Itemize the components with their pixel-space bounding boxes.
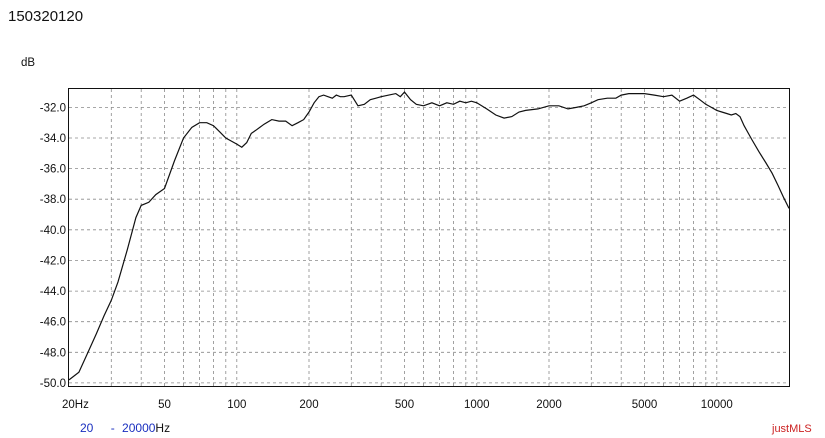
y-tick-label: -46.0 bbox=[40, 317, 66, 329]
range-separator: - bbox=[110, 421, 115, 435]
plot-frame bbox=[68, 88, 790, 387]
response-curve-line bbox=[68, 91, 790, 381]
y-tick-label: -44.0 bbox=[40, 286, 66, 298]
frequency-range: 20 - 20000Hz bbox=[80, 421, 170, 435]
grid-lines bbox=[69, 89, 789, 386]
x-tick-label: 2000 bbox=[536, 399, 562, 411]
x-tick-label: 5000 bbox=[632, 399, 658, 411]
y-tick-label: -38.0 bbox=[40, 194, 66, 206]
x-tick-label: 10000 bbox=[701, 399, 733, 411]
x-tick-label: 100 bbox=[227, 399, 246, 411]
range-start: 20 bbox=[80, 421, 94, 435]
y-tick-label: -36.0 bbox=[40, 164, 66, 176]
x-tick-label: 50 bbox=[158, 399, 171, 411]
x-tick-label: 20Hz bbox=[62, 399, 89, 411]
page-title: 150320120 bbox=[8, 8, 84, 25]
y-tick-label: -50.0 bbox=[40, 378, 66, 390]
x-tick-label: 500 bbox=[395, 399, 414, 411]
x-tick-label: 200 bbox=[299, 399, 318, 411]
y-tick-label: -34.0 bbox=[40, 133, 66, 145]
y-tick-label: -42.0 bbox=[40, 256, 66, 268]
brand-label: justMLS bbox=[772, 423, 812, 435]
x-tick-label: 1000 bbox=[464, 399, 490, 411]
range-end: 20000 bbox=[122, 421, 156, 435]
range-unit: Hz bbox=[155, 421, 171, 435]
y-tick-label: -32.0 bbox=[40, 102, 66, 114]
y-tick-labels: -32.0 -34.0 -36.0 -38.0 -40.0 -42.0 -44.0 -46.0… bbox=[40, 102, 66, 390]
y-tick-label: -48.0 bbox=[40, 347, 66, 359]
x-tick-labels: 20Hz 50 100 200 500 1000 2000 5000 10000 bbox=[62, 399, 733, 411]
y-axis-label: dB bbox=[21, 57, 35, 69]
y-tick-label: -40.0 bbox=[40, 225, 66, 237]
